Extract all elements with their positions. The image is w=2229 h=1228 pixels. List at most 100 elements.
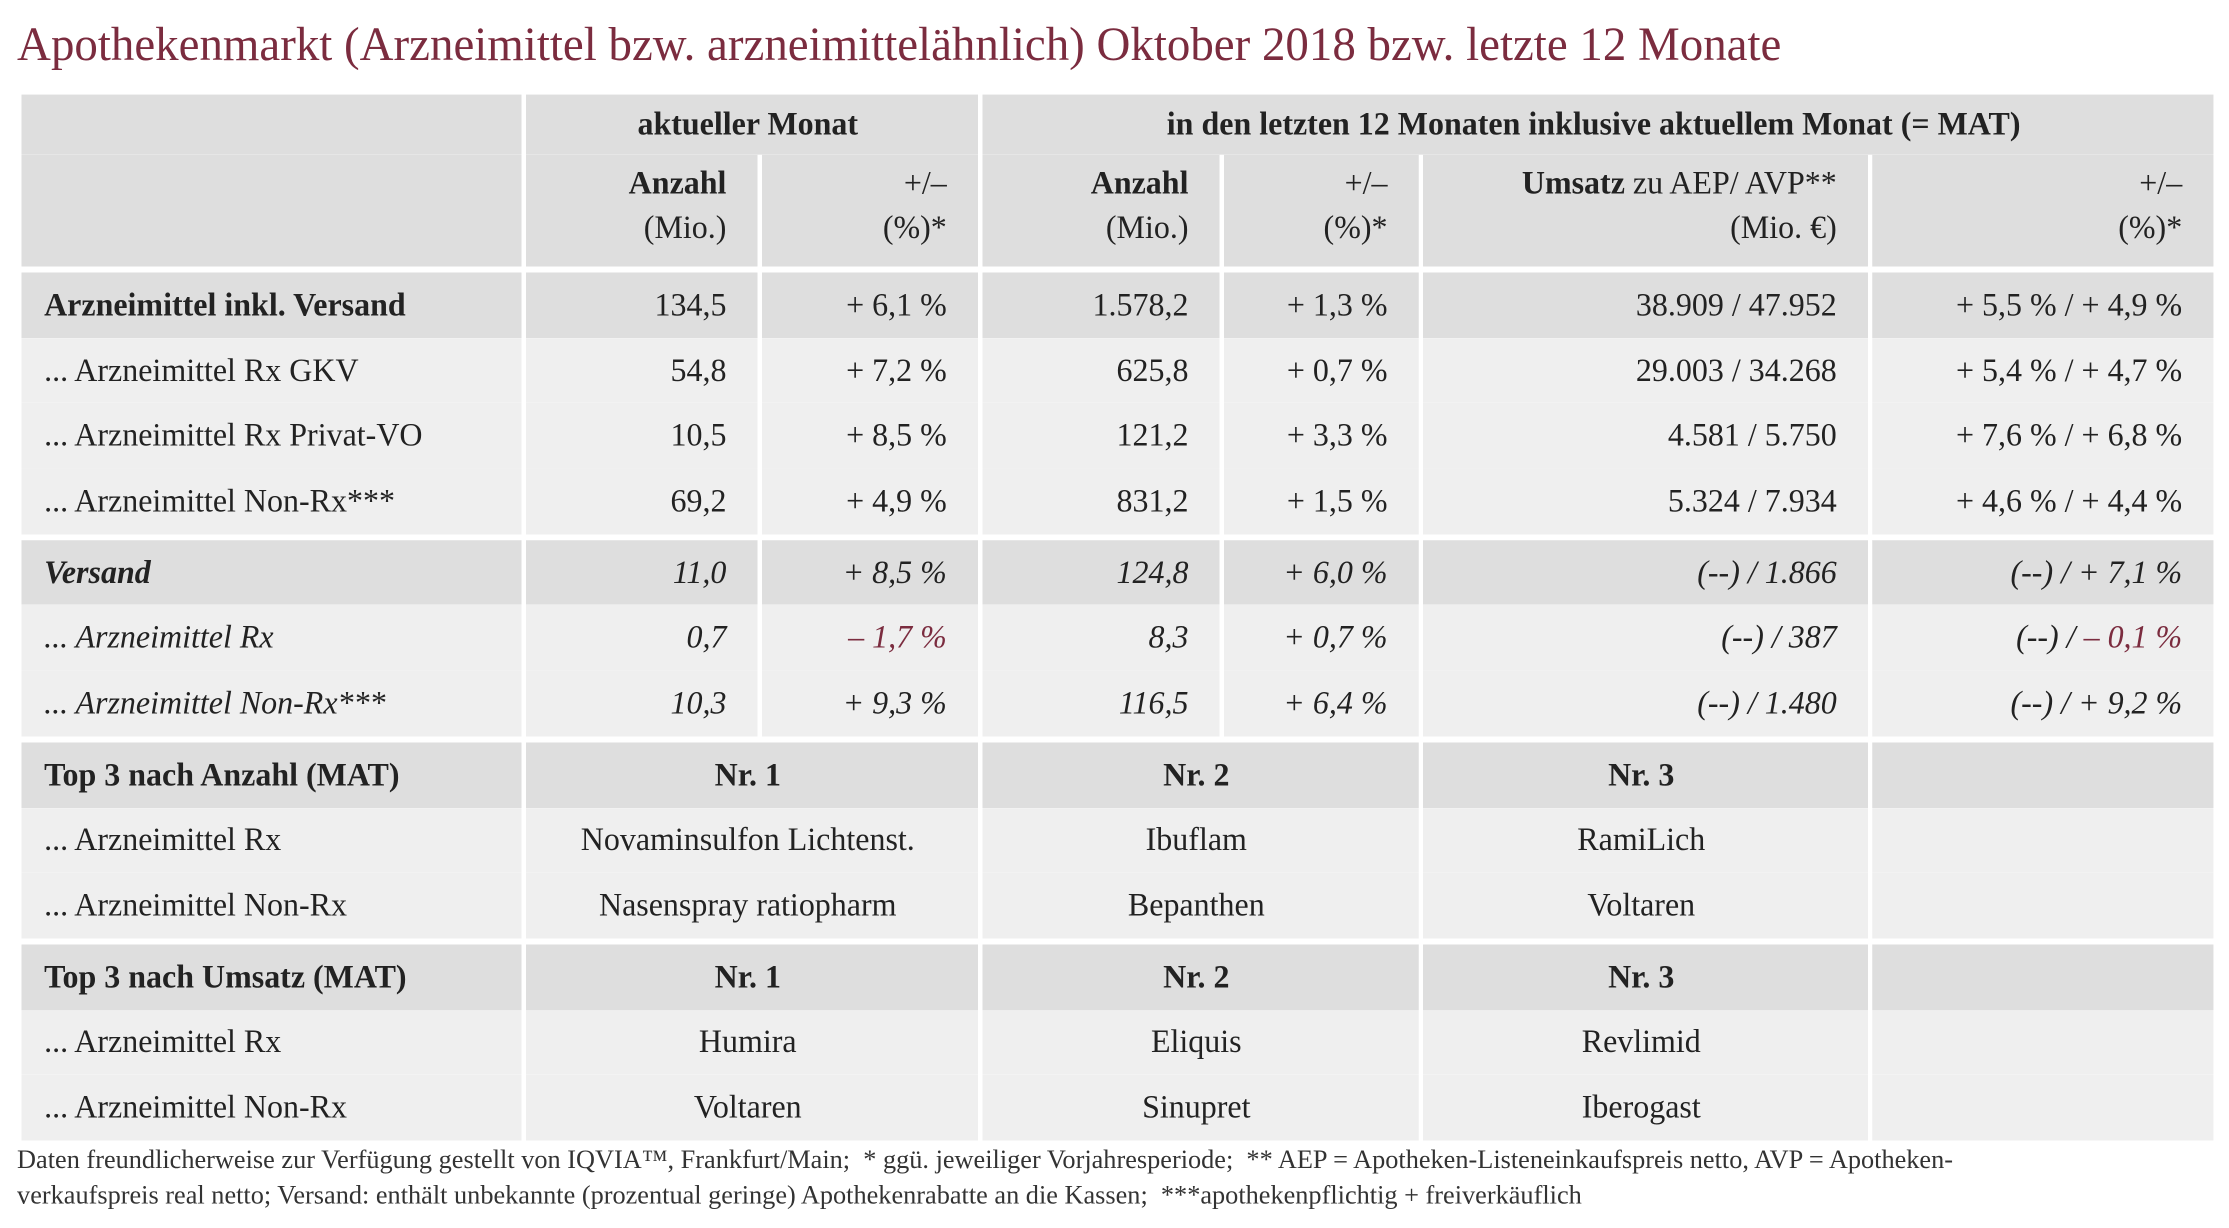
table-cell: 124,8 xyxy=(978,534,1225,606)
table-cell: 5.324 / 7.934 xyxy=(1418,468,1873,538)
table-cell xyxy=(1868,1009,2218,1076)
table-row: ... Arzneimittel Non-Rx Voltaren Sinupret I… xyxy=(17,1075,2218,1141)
column-header: +/– (%)* xyxy=(1868,154,2218,270)
table-cell: 38.909 / 47.952 xyxy=(1418,266,1873,338)
column-header-unit: (%)* xyxy=(882,209,947,246)
row-label: Top 3 nach Anzahl (MAT) xyxy=(17,736,526,808)
table-cell: 29.003 / 34.268 xyxy=(1418,337,1873,404)
table-cell: Voltaren xyxy=(1418,872,1873,942)
table-cell: + 9,3 % xyxy=(757,670,983,740)
table-cell: Ibuflam xyxy=(978,807,1424,873)
cell-text: – 0,1 % xyxy=(2083,619,2183,656)
row-label: ... Arzneimittel Non-Rx*** xyxy=(17,468,526,538)
table-cell: 10,5 xyxy=(521,403,762,469)
table-cell: (--) / + 9,2 % xyxy=(1868,670,2218,740)
footnote-line: Daten freundlicherweise zur Verfügung ge… xyxy=(17,1146,1954,1176)
column-header-line: Umsatz zu AEP/ AVP** xyxy=(1446,160,1837,204)
data-table: aktueller Monat in den letzten 12 Monaten… xyxy=(17,94,2218,1141)
table-cell: Eliquis xyxy=(978,1009,1424,1076)
column-header-line: +/– xyxy=(1895,160,2182,204)
table-cell: Nr. 1 xyxy=(521,736,983,808)
column-header-text: +/– xyxy=(1344,164,1388,201)
column-header-unit: (Mio.) xyxy=(643,209,727,246)
row-label: ... Arzneimittel Rx GKV xyxy=(17,337,526,404)
row-label: ... Arzneimittel Rx xyxy=(17,1009,526,1076)
table-cell: Voltaren xyxy=(521,1075,983,1141)
column-header-line: +/– xyxy=(1247,160,1388,204)
column-header-unit: (Mio.) xyxy=(1105,209,1189,246)
table-cell: + 0,7 % xyxy=(1219,337,1424,404)
column-header: Umsatz zu AEP/ AVP** (Mio. €) xyxy=(1418,154,1873,270)
table-row: ... Arzneimittel Rx Privat-VO 10,5 + 8,5 %… xyxy=(17,403,2218,469)
table-cell: Humira xyxy=(521,1009,983,1076)
table-cell: + 7,2 % xyxy=(757,337,983,404)
group-header: aktueller Monat xyxy=(521,94,983,155)
table-cell: – 1,7 % xyxy=(757,605,983,671)
table-cell: Sinupret xyxy=(978,1075,1424,1141)
column-header-line: Anzahl xyxy=(1005,160,1189,204)
table-cell: (--) / 1.480 xyxy=(1418,670,1873,740)
column-header-unit: (%)* xyxy=(1323,209,1388,246)
page-title: Apothekenmarkt (Arzneimittel bzw. arznei… xyxy=(17,20,1782,72)
column-header: Anzahl (Mio.) xyxy=(978,154,1225,270)
table-cell xyxy=(1868,736,2218,808)
table-cell xyxy=(1868,807,2218,873)
row-label: Versand xyxy=(17,534,526,606)
header-cell xyxy=(17,154,526,270)
table-cell: Nr. 1 xyxy=(521,938,983,1010)
table-cell: Iberogast xyxy=(1418,1075,1873,1141)
table-cell: + 1,5 % xyxy=(1219,468,1424,538)
table-cell xyxy=(1868,872,2218,942)
header-cell xyxy=(17,94,526,155)
footnote: Daten freundlicherweise zur Verfügung ge… xyxy=(17,1144,1953,1216)
table-cell: (--) / + 7,1 % xyxy=(1868,534,2218,606)
table-cell: + 8,5 % xyxy=(757,403,983,469)
table-cell: + 6,4 % xyxy=(1219,670,1424,740)
table-cell xyxy=(1868,938,2218,1010)
table-cell: + 0,7 % xyxy=(1219,605,1424,671)
column-header: +/– (%)* xyxy=(757,154,983,270)
table-row: ... Arzneimittel Non-Rx Nasenspray ratiop… xyxy=(17,872,2218,942)
table-cell: + 6,0 % xyxy=(1219,534,1424,606)
table-cell: + 4,6 % / + 4,4 % xyxy=(1868,468,2218,538)
table-cell: 1.578,2 xyxy=(978,266,1225,338)
table-cell xyxy=(1868,1075,2218,1141)
row-label: Top 3 nach Umsatz (MAT) xyxy=(17,938,526,1010)
table-row: ... Arzneimittel Non-Rx*** 69,2 + 4,9 % 831… xyxy=(17,468,2218,538)
column-header-bold: Anzahl xyxy=(1090,164,1189,201)
column-header-line: Anzahl xyxy=(549,160,727,204)
table-cell: Nr. 3 xyxy=(1418,736,1873,808)
column-header-unit: (Mio. €) xyxy=(1730,209,1837,246)
cell-text: – 1,7 % xyxy=(848,619,947,656)
table-cell: (--) / 387 xyxy=(1418,605,1873,671)
table-row: ... Arzneimittel Rx 0,7– 1,7 % 8,3 + 0,7 %(… xyxy=(17,605,2218,671)
table-cell: + 7,6 % / + 6,8 % xyxy=(1868,403,2218,469)
table-row: Top 3 nach Umsatz (MAT) Nr. 1 Nr. 2 Nr. 3 xyxy=(17,938,2218,1010)
table-cell: 69,2 xyxy=(521,468,762,538)
table-cell: + 4,9 % xyxy=(757,468,983,538)
table-cell: 116,5 xyxy=(978,670,1225,740)
header-row: Anzahl (Mio.) +/– (%)* Anzahl (Mio.) +/– (%)* Um… xyxy=(17,154,2218,270)
table-cell: + 5,4 % / + 4,7 % xyxy=(1868,337,2218,404)
group-header: in den letzten 12 Monaten inklusive aktu… xyxy=(978,94,2218,155)
footnote-line: verkaufspreis real netto; Versand: enthä… xyxy=(17,1182,1582,1211)
header-row: aktueller Monat in den letzten 12 Monaten… xyxy=(17,94,2218,155)
cell-text: (--) / xyxy=(2016,619,2084,656)
table-cell: 0,7 xyxy=(521,605,762,671)
table-cell: 10,3 xyxy=(521,670,762,740)
column-header-bold: Umsatz xyxy=(1521,164,1625,201)
table-cell: 134,5 xyxy=(521,266,762,338)
table-cell: 11,0 xyxy=(521,534,762,606)
table-cell: (--) / – 0,1 % xyxy=(1868,605,2218,671)
table-cell: Nr. 3 xyxy=(1418,938,1873,1010)
column-header-text: zu AEP/ AVP** xyxy=(1624,164,1837,201)
table-cell: 625,8 xyxy=(978,337,1225,404)
column-header-text: +/– xyxy=(2139,164,2183,201)
column-header-unit: (%)* xyxy=(2118,209,2183,246)
table-cell: + 5,5 % / + 4,9 % xyxy=(1868,266,2218,338)
column-header-text: +/– xyxy=(903,164,947,201)
column-header-line: +/– xyxy=(785,160,947,204)
row-label: ... Arzneimittel Rx Privat-VO xyxy=(17,403,526,469)
table-cell: Nr. 2 xyxy=(978,736,1424,808)
